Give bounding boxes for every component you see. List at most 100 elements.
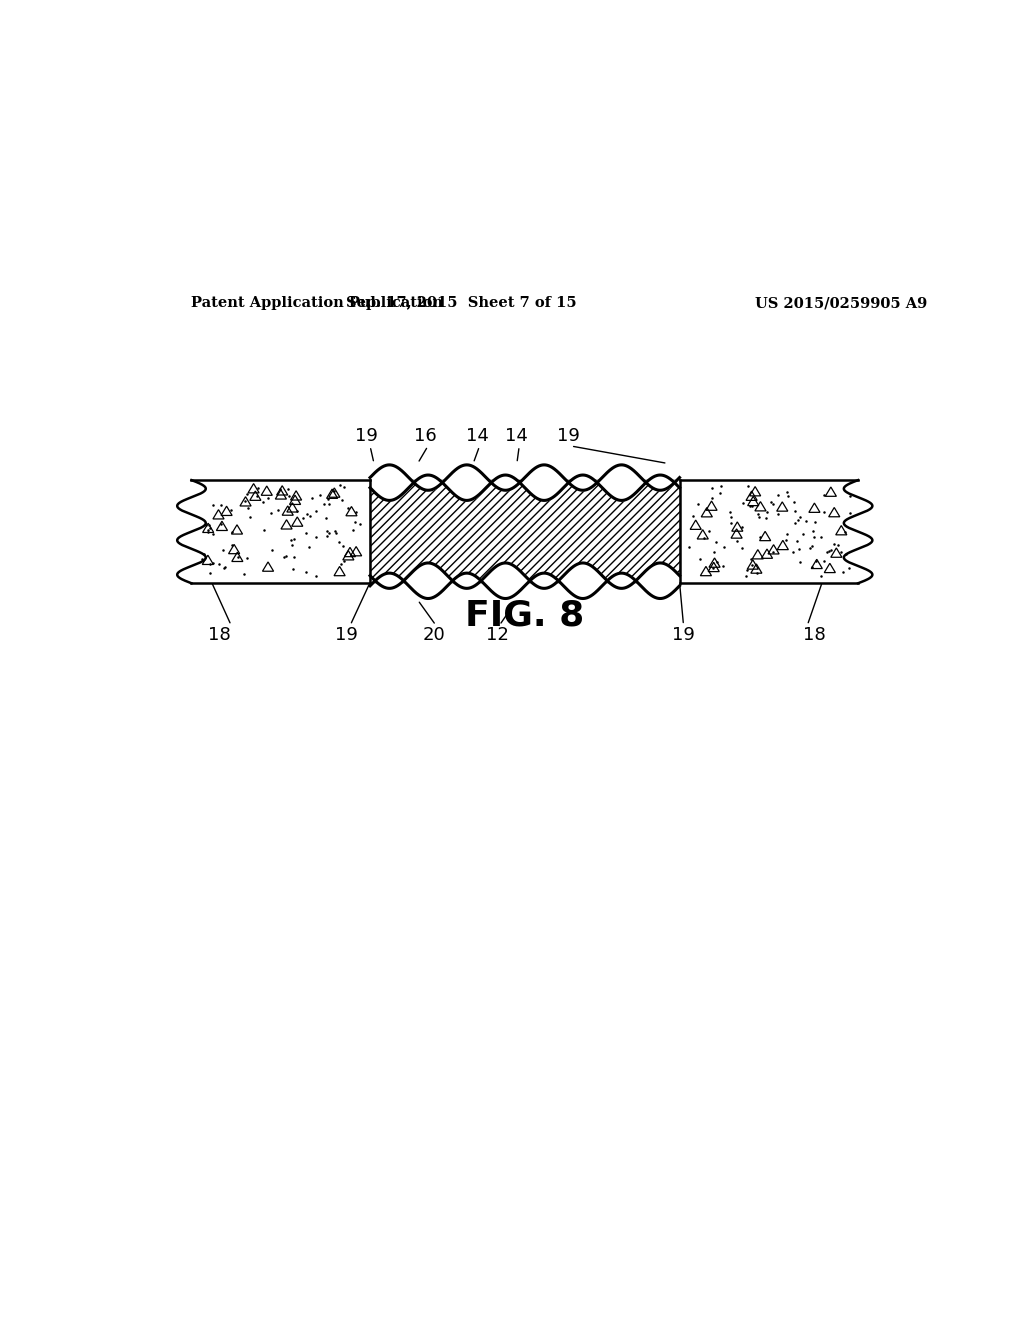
Point xyxy=(716,536,732,557)
Point xyxy=(734,516,751,537)
Point xyxy=(833,541,849,562)
Point xyxy=(829,535,846,556)
Point xyxy=(723,507,739,528)
Point xyxy=(327,480,343,502)
Text: 16: 16 xyxy=(415,428,437,445)
Point xyxy=(240,498,256,519)
Point xyxy=(816,484,833,506)
Point xyxy=(812,527,828,548)
Point xyxy=(765,494,781,515)
Point xyxy=(696,527,713,548)
Point xyxy=(283,529,299,550)
Point xyxy=(778,480,795,502)
Point xyxy=(196,543,212,564)
Point xyxy=(709,552,725,573)
Point xyxy=(681,536,697,557)
Point xyxy=(759,502,775,523)
Point xyxy=(240,548,256,569)
Point xyxy=(270,499,287,520)
Point xyxy=(205,523,221,544)
Point xyxy=(787,512,804,533)
Point xyxy=(785,491,802,512)
Text: 12: 12 xyxy=(485,626,509,644)
Text: 19: 19 xyxy=(557,428,580,445)
Point xyxy=(807,511,823,532)
Text: 19: 19 xyxy=(672,626,695,644)
Point xyxy=(802,537,818,558)
Point xyxy=(203,562,219,583)
Point xyxy=(336,550,352,572)
Point xyxy=(327,520,343,541)
Point xyxy=(816,502,833,523)
Point xyxy=(822,540,839,561)
Point xyxy=(795,524,811,545)
Point xyxy=(785,541,802,562)
Point xyxy=(223,521,240,543)
Point xyxy=(280,478,296,499)
Point xyxy=(770,503,786,524)
Point xyxy=(318,520,335,541)
Point xyxy=(249,486,265,507)
Point xyxy=(728,531,744,552)
Point xyxy=(815,550,831,572)
Point xyxy=(804,536,820,557)
Point xyxy=(205,553,221,574)
Point xyxy=(752,527,768,548)
Point xyxy=(335,536,351,557)
Text: 20: 20 xyxy=(422,626,444,644)
Point xyxy=(703,487,720,508)
Point xyxy=(212,513,228,535)
Point xyxy=(334,490,350,511)
Point xyxy=(255,491,271,512)
Point xyxy=(289,500,305,521)
Point xyxy=(317,507,334,528)
Point xyxy=(262,503,279,524)
Point xyxy=(285,558,301,579)
Point xyxy=(777,529,794,550)
Point xyxy=(198,513,214,535)
Point xyxy=(708,531,724,552)
Point xyxy=(194,548,210,569)
Point xyxy=(738,565,755,586)
Point xyxy=(842,502,858,523)
Point xyxy=(304,487,321,508)
Point xyxy=(821,540,838,561)
Point xyxy=(786,500,803,521)
Point xyxy=(308,525,325,546)
Point xyxy=(813,565,829,586)
Point xyxy=(779,523,796,544)
Point xyxy=(256,520,272,541)
Point xyxy=(333,553,349,574)
Point xyxy=(808,550,824,572)
Point xyxy=(213,494,229,515)
Point xyxy=(215,539,231,560)
Point xyxy=(297,561,313,582)
Point xyxy=(707,541,723,562)
Point xyxy=(791,539,807,560)
Point xyxy=(275,546,292,568)
Point xyxy=(825,533,842,554)
Text: 14: 14 xyxy=(466,428,488,445)
Text: 19: 19 xyxy=(354,428,378,445)
Point xyxy=(743,548,760,569)
Point xyxy=(763,491,779,512)
Bar xyxy=(370,480,680,583)
Point xyxy=(316,494,333,515)
Bar xyxy=(680,480,858,583)
Point xyxy=(703,478,720,499)
Point xyxy=(806,527,822,548)
Point xyxy=(223,535,240,556)
Point xyxy=(286,546,302,568)
Bar xyxy=(370,480,680,583)
Point xyxy=(201,515,217,536)
Point xyxy=(321,523,337,544)
Point xyxy=(216,557,232,578)
Point xyxy=(804,557,820,578)
Bar xyxy=(191,480,370,583)
Point xyxy=(242,507,258,528)
Point xyxy=(701,520,718,541)
Point xyxy=(301,537,317,558)
Point xyxy=(345,520,361,541)
Text: US 2015/0259905 A9: US 2015/0259905 A9 xyxy=(755,296,927,310)
Point xyxy=(217,556,233,577)
